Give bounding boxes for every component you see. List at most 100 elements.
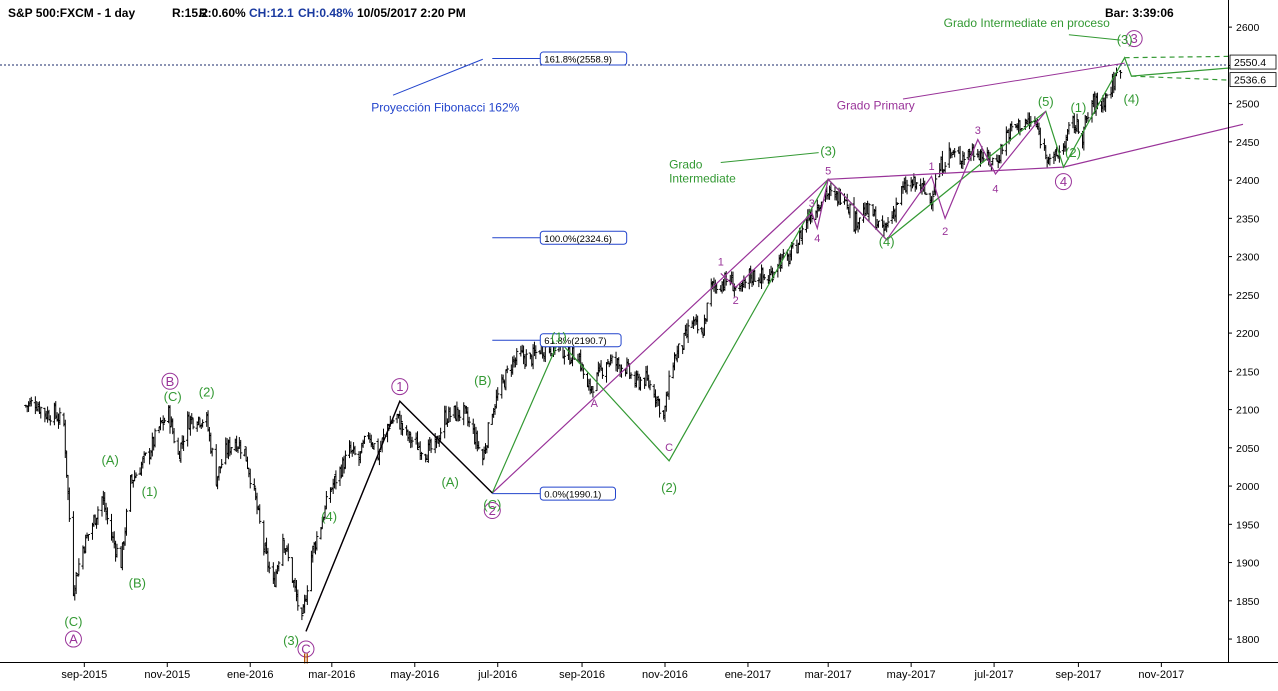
- last-price-tag-box: [1229, 54, 1277, 70]
- minor-wave-label-5: 4: [814, 233, 820, 245]
- intermediate-wave-label-11: (1): [551, 329, 567, 344]
- intermediate-wave-label-17: (2): [1065, 145, 1081, 160]
- fib-level-label-3: 0.0%(1990.1): [544, 490, 601, 501]
- primary-wave-label-4: 2: [489, 503, 496, 518]
- fib-level-label-0: 161.8%(2558.9): [544, 55, 612, 66]
- x-tick-label-2: ene-2016: [227, 669, 274, 681]
- primary-wave-circle-0: [64, 630, 82, 648]
- x-tick-label-9: mar-2017: [805, 669, 852, 681]
- x-tick-label-8: ene-2017: [725, 669, 772, 681]
- bar-countdown: Bar: 3:39:06: [1105, 6, 1174, 20]
- x-tick-label-11: jul-2017: [974, 669, 1014, 681]
- intermediate-wave-label-6: (3): [283, 633, 299, 648]
- intermediate-wave-label-7: (4): [321, 509, 337, 524]
- secondary-price-tag-text: 2536.6: [1234, 75, 1266, 87]
- intermediate-wave-label-4: (C): [164, 389, 182, 404]
- annotation-text-2: Grado Primary: [837, 99, 915, 113]
- y-tick-label-2000: 2000: [1236, 481, 1260, 493]
- primary-wave-label-2: C: [301, 641, 310, 656]
- y-tick-label-2500: 2500: [1236, 99, 1260, 111]
- intermediate-wave-label-3: (1): [142, 484, 158, 499]
- intermediate-projection-line-1: [1124, 55, 1244, 59]
- fib-level-box-3: [539, 486, 616, 501]
- primary-wave-label-0: A: [69, 632, 78, 647]
- minor-wave-label-3: 2: [733, 295, 739, 307]
- x-tick-label-1: nov-2015: [144, 669, 190, 681]
- y-tick-label-2300: 2300: [1236, 252, 1260, 264]
- y-tick-label-2600: 2600: [1236, 22, 1260, 34]
- y-tick-label-2250: 2250: [1236, 290, 1260, 302]
- minor-wave-label-2: 1: [718, 257, 724, 269]
- annotation-pointer-0: [392, 58, 483, 96]
- annotations-layer: Proyección Fibonacci 162% Grado Intermedi…: [303, 16, 1125, 667]
- intermediate-wave-label-2: (B): [129, 576, 146, 591]
- wave-labels-layer: A B C 1 2 3 4 (C) (A) (B) (1) (C) (2) (3) (4) (A) (B) (C)…: [64, 30, 1143, 658]
- intermediate-wave-label-9: (B): [474, 373, 491, 388]
- x-tick-label-10: may-2017: [887, 669, 936, 681]
- primary-wave-circle-2: [297, 640, 315, 658]
- minor-wave-label-7: 1: [928, 161, 934, 173]
- y-tick-label-2100: 2100: [1236, 405, 1260, 417]
- intermediate-wave-label-15: (5): [1038, 94, 1054, 109]
- primary-wave-label-1: B: [166, 374, 175, 389]
- x-tick-label-7: nov-2016: [642, 669, 688, 681]
- intermediate-wave-label-18: (3): [1117, 32, 1133, 47]
- header-change-pct: CH:0.48%: [298, 6, 354, 20]
- price-bars-layer: [24, 67, 1123, 621]
- intermediate-wave-label-16: (1): [1070, 100, 1086, 115]
- primary-wave-label-5: 3: [1131, 31, 1138, 46]
- secondary-price-tag-box: [1229, 72, 1277, 88]
- minor-wave-label-4: 3: [809, 198, 815, 210]
- chart-header: S&P 500:FXCM - 1 day R:15.2 R:0.60% CH:1…: [8, 6, 1174, 20]
- header-change: CH:12.1: [249, 6, 294, 20]
- header-timestamp: 10/05/2017 2:20 PM: [357, 6, 466, 20]
- x-tick-label-6: sep-2016: [559, 669, 605, 681]
- minor-wave-line: [720, 110, 1047, 289]
- y-tick-label-2350: 2350: [1236, 213, 1260, 225]
- fib-level-box-0: [539, 51, 628, 66]
- primary-wave-label-6: 4: [1060, 174, 1067, 189]
- annotation-pointer-3: [720, 152, 819, 164]
- x-tick-label-5: jul-2016: [477, 669, 517, 681]
- intermediate-wave-line: [491, 56, 1244, 494]
- fib-level-label-2: 61.8%(2190.7): [544, 336, 606, 347]
- primary-wave-circle-4: [483, 502, 501, 520]
- header-range: R:15.2: [172, 6, 208, 20]
- intermediate-wave-label-13: (3): [820, 144, 836, 159]
- y-tick-label-2150: 2150: [1236, 366, 1260, 378]
- chart-symbol-title: S&P 500:FXCM - 1 day: [8, 6, 135, 20]
- minor-wave-label-6: 5: [825, 166, 831, 178]
- fib-level-label-1: 100.0%(2324.6): [544, 234, 612, 245]
- intermediate-wave-label-5: (2): [199, 384, 215, 399]
- minor-wave-label-0: A: [591, 398, 599, 410]
- intermediate-projection-line-2: [1131, 75, 1244, 82]
- primary-wave-circle-6: [1054, 173, 1072, 191]
- intermediate-wave-label-10: (C): [483, 497, 501, 512]
- intermediate-wave-label-19: (4): [1124, 92, 1140, 107]
- minor-wave-label-9: 3: [975, 125, 981, 137]
- primary-wave-circle-3: [391, 378, 409, 396]
- minor-black-wave-line: [305, 399, 493, 632]
- fib-level-box-2: [539, 333, 622, 348]
- x-tick-label-0: sep-2015: [61, 669, 107, 681]
- minor-wave-label-1: C: [665, 442, 673, 454]
- y-tick-label-1950: 1950: [1236, 519, 1260, 531]
- y-tick-label-2200: 2200: [1236, 328, 1260, 340]
- intermediate-wave-label-1: (A): [101, 453, 118, 468]
- primary-wave-circle-5: [1125, 30, 1143, 48]
- fib-level-box-1: [539, 230, 628, 245]
- annotation-text-3: Grado: [669, 158, 703, 172]
- annotation-text-0: Proyección Fibonacci 162%: [371, 100, 519, 114]
- annotation-text-1: Grado Intermediate en proceso: [944, 16, 1110, 30]
- annotation-pointer-2: [902, 62, 1125, 100]
- intermediate-wave-label-14: (4): [879, 234, 895, 249]
- y-tick-label-1800: 1800: [1236, 634, 1260, 646]
- annotation-text-5: Ⅱ: [303, 652, 309, 667]
- y-tick-label-2050: 2050: [1236, 443, 1260, 455]
- x-tick-label-3: mar-2016: [308, 669, 355, 681]
- x-tick-label-4: may-2016: [390, 669, 439, 681]
